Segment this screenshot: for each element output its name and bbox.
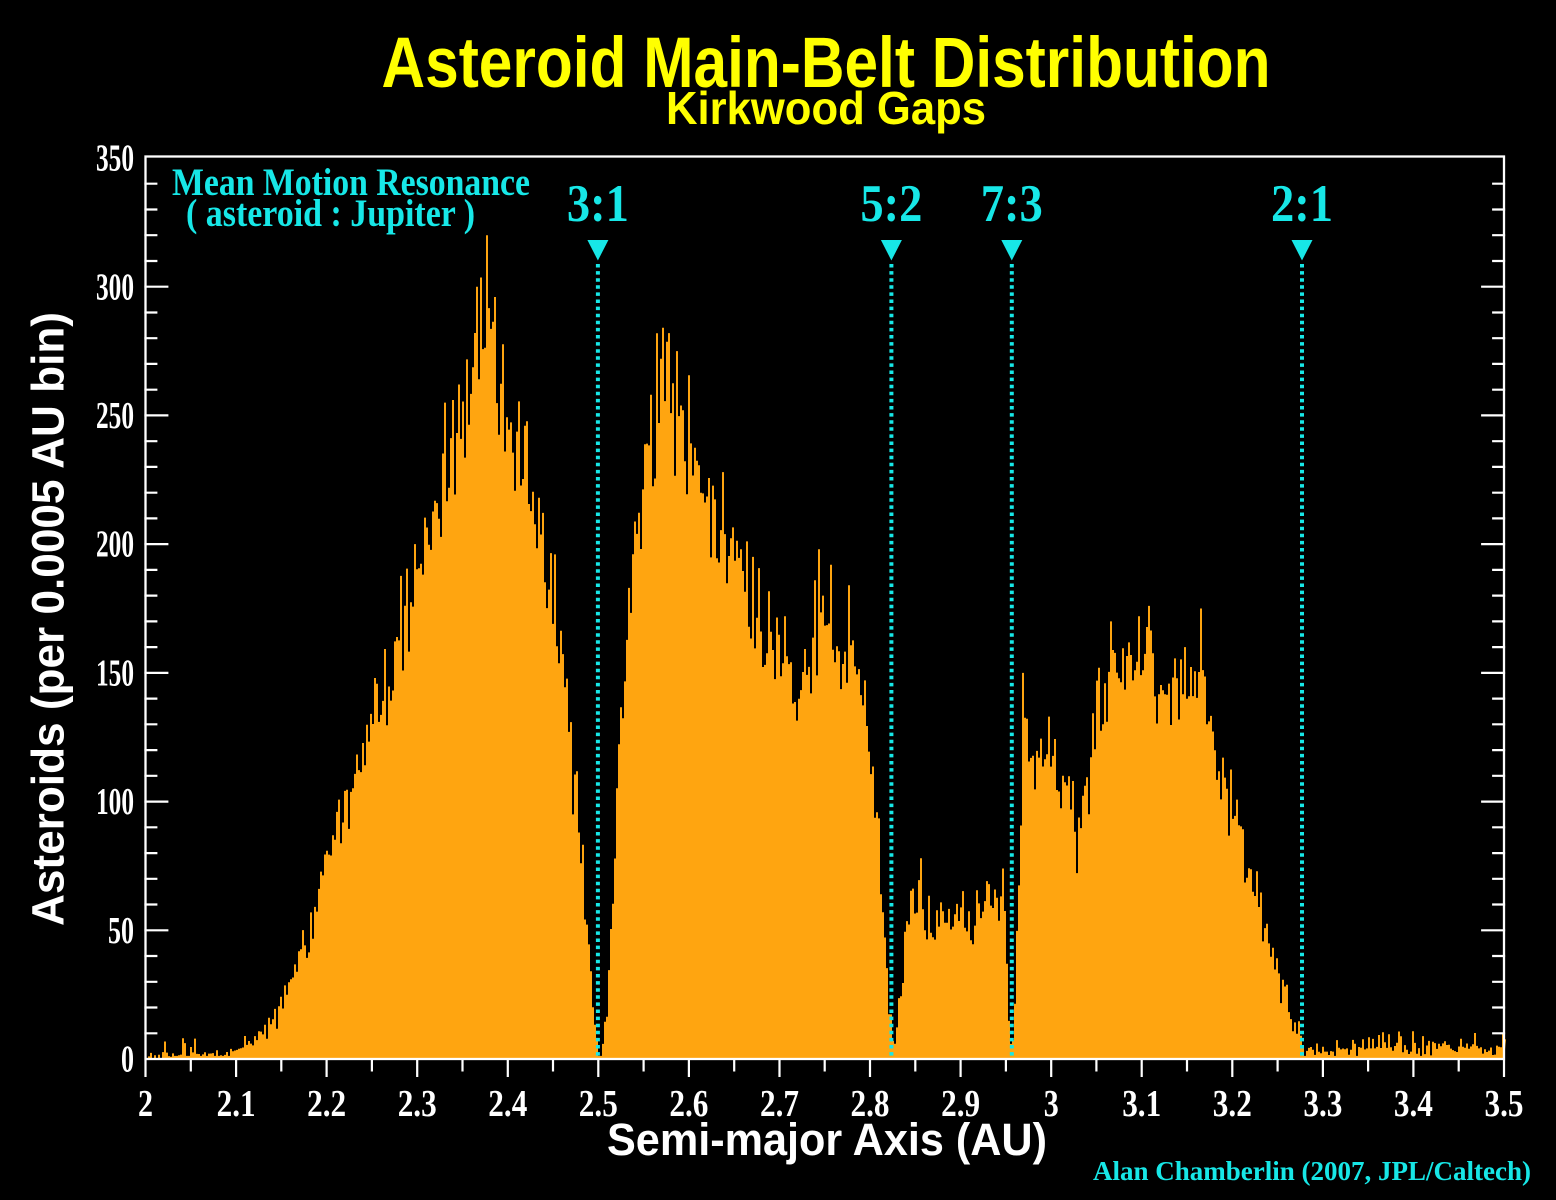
svg-text:2.8: 2.8 bbox=[851, 1083, 890, 1125]
svg-text:2.1: 2.1 bbox=[217, 1083, 256, 1125]
svg-text:3.4: 3.4 bbox=[1394, 1083, 1433, 1125]
svg-text:2: 2 bbox=[138, 1083, 153, 1125]
svg-text:Asteroids (per 0.0005 AU bin): Asteroids (per 0.0005 AU bin) bbox=[23, 312, 74, 926]
svg-text:100: 100 bbox=[96, 781, 134, 823]
svg-text:5:2: 5:2 bbox=[860, 175, 922, 233]
svg-text:250: 250 bbox=[96, 395, 134, 437]
svg-text:7:3: 7:3 bbox=[981, 175, 1043, 233]
svg-text:2.7: 2.7 bbox=[760, 1083, 799, 1125]
svg-text:2.6: 2.6 bbox=[669, 1083, 708, 1125]
svg-text:200: 200 bbox=[96, 524, 134, 566]
svg-text:300: 300 bbox=[96, 266, 134, 308]
svg-text:3.3: 3.3 bbox=[1303, 1083, 1342, 1125]
svg-text:3:1: 3:1 bbox=[567, 175, 629, 233]
svg-text:2.9: 2.9 bbox=[941, 1083, 980, 1125]
svg-text:Kirkwood Gaps: Kirkwood Gaps bbox=[666, 82, 986, 134]
svg-text:3: 3 bbox=[1044, 1083, 1059, 1125]
svg-text:2:1: 2:1 bbox=[1271, 175, 1333, 233]
svg-text:3.5: 3.5 bbox=[1485, 1083, 1524, 1125]
svg-text:2.3: 2.3 bbox=[398, 1083, 437, 1125]
svg-text:Mean Motion Resonance: Mean Motion Resonance bbox=[172, 161, 530, 204]
svg-text:3.1: 3.1 bbox=[1122, 1083, 1161, 1125]
svg-text:2.4: 2.4 bbox=[488, 1083, 527, 1125]
svg-text:Asteroid Main-Belt Distributio: Asteroid Main-Belt Distribution bbox=[382, 24, 1271, 103]
svg-text:( asteroid : Jupiter ): ( asteroid : Jupiter ) bbox=[186, 192, 475, 235]
svg-text:3.2: 3.2 bbox=[1213, 1083, 1252, 1125]
svg-text:2.2: 2.2 bbox=[307, 1083, 346, 1125]
svg-text:150: 150 bbox=[96, 653, 134, 695]
svg-text:Alan Chamberlin (2007, JPL/Cal: Alan Chamberlin (2007, JPL/Caltech) bbox=[1093, 1156, 1531, 1186]
svg-text:50: 50 bbox=[108, 910, 134, 952]
svg-text:0: 0 bbox=[121, 1039, 134, 1081]
svg-text:2.5: 2.5 bbox=[579, 1083, 618, 1125]
svg-text:Semi-major Axis (AU): Semi-major Axis (AU) bbox=[607, 1114, 1047, 1165]
svg-text:350: 350 bbox=[96, 138, 134, 180]
